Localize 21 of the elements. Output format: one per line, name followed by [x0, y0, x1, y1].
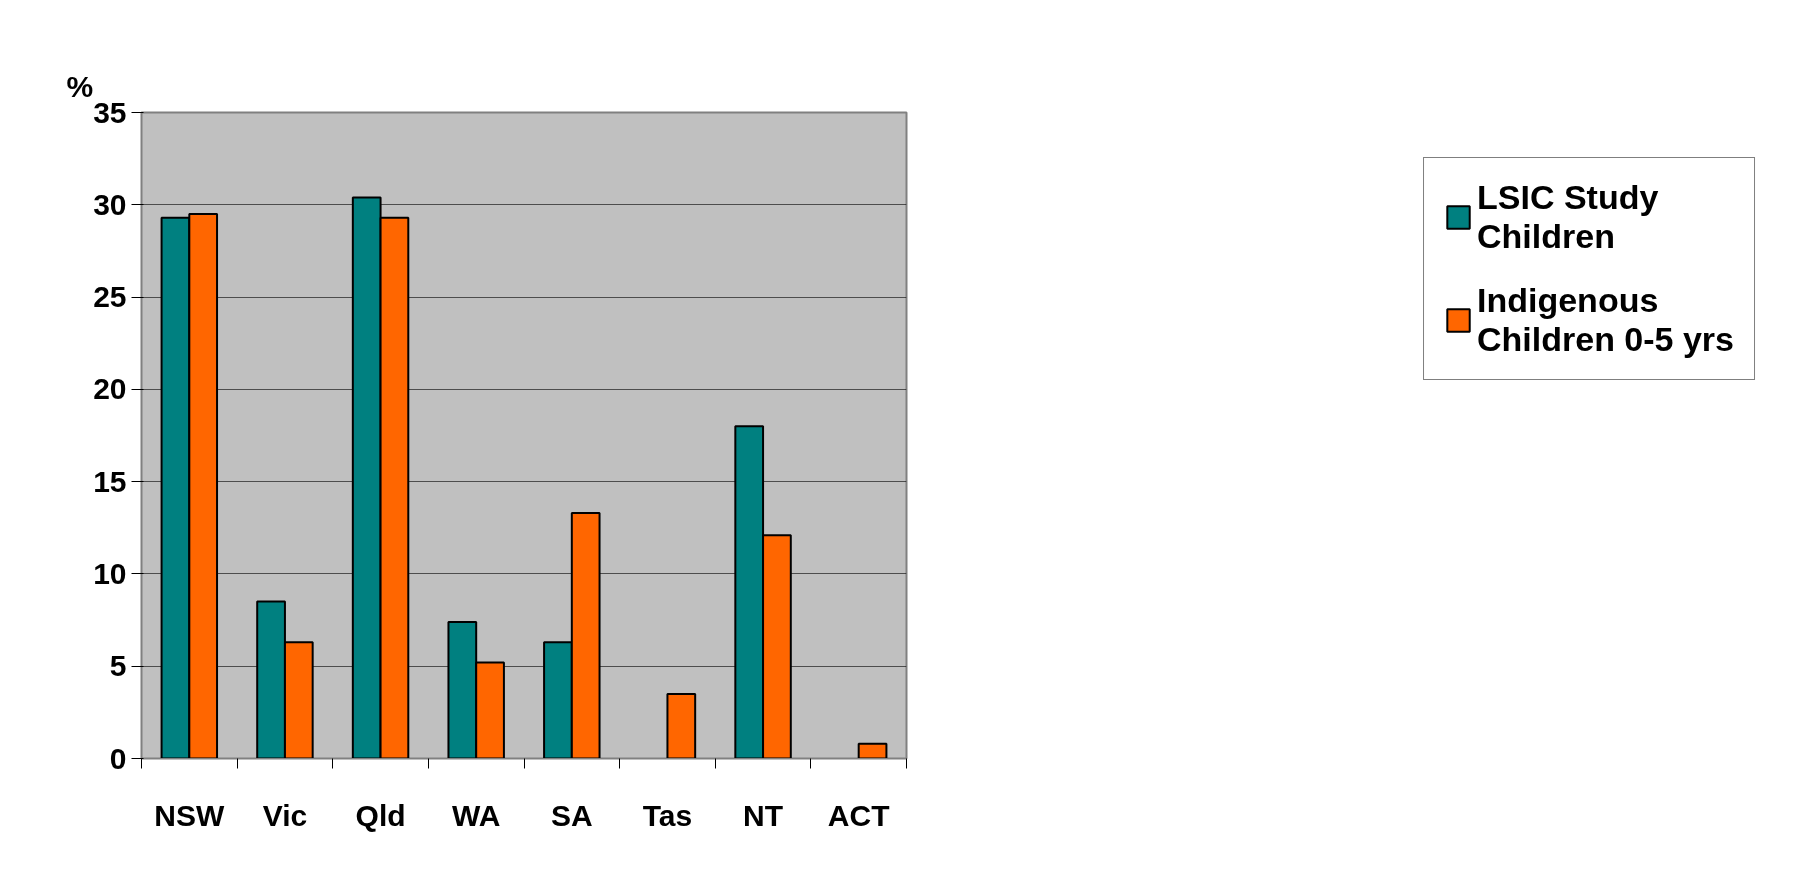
bar: [666, 692, 697, 759]
x-tick-label: WA: [452, 798, 501, 832]
y-tick-label: 10: [93, 556, 127, 590]
x-tick-label: NT: [743, 798, 784, 832]
x-tick-label: Vic: [262, 798, 308, 832]
x-tick-label: Qld: [355, 798, 406, 832]
legend-label: Indigenous Children 0-5 yrs: [1477, 281, 1734, 359]
y-tick-label: 35: [93, 95, 127, 129]
x-tick-label: SA: [550, 798, 593, 832]
y-tick-label: 30: [93, 187, 127, 221]
x-tick-label: ACT: [827, 798, 890, 832]
y-tick-label: 0: [109, 741, 127, 775]
y-tick-label: 25: [93, 280, 127, 314]
x-tick-label: Tas: [642, 798, 693, 832]
y-axis-title: %: [66, 69, 94, 103]
x-tick-label: NSW: [154, 798, 225, 832]
y-tick-label: 20: [93, 372, 127, 406]
y-tick-label: 15: [93, 464, 127, 498]
y-tick-label: 5: [109, 649, 127, 683]
legend-label: LSIC Study Children: [1477, 178, 1659, 256]
bar: [857, 742, 888, 759]
